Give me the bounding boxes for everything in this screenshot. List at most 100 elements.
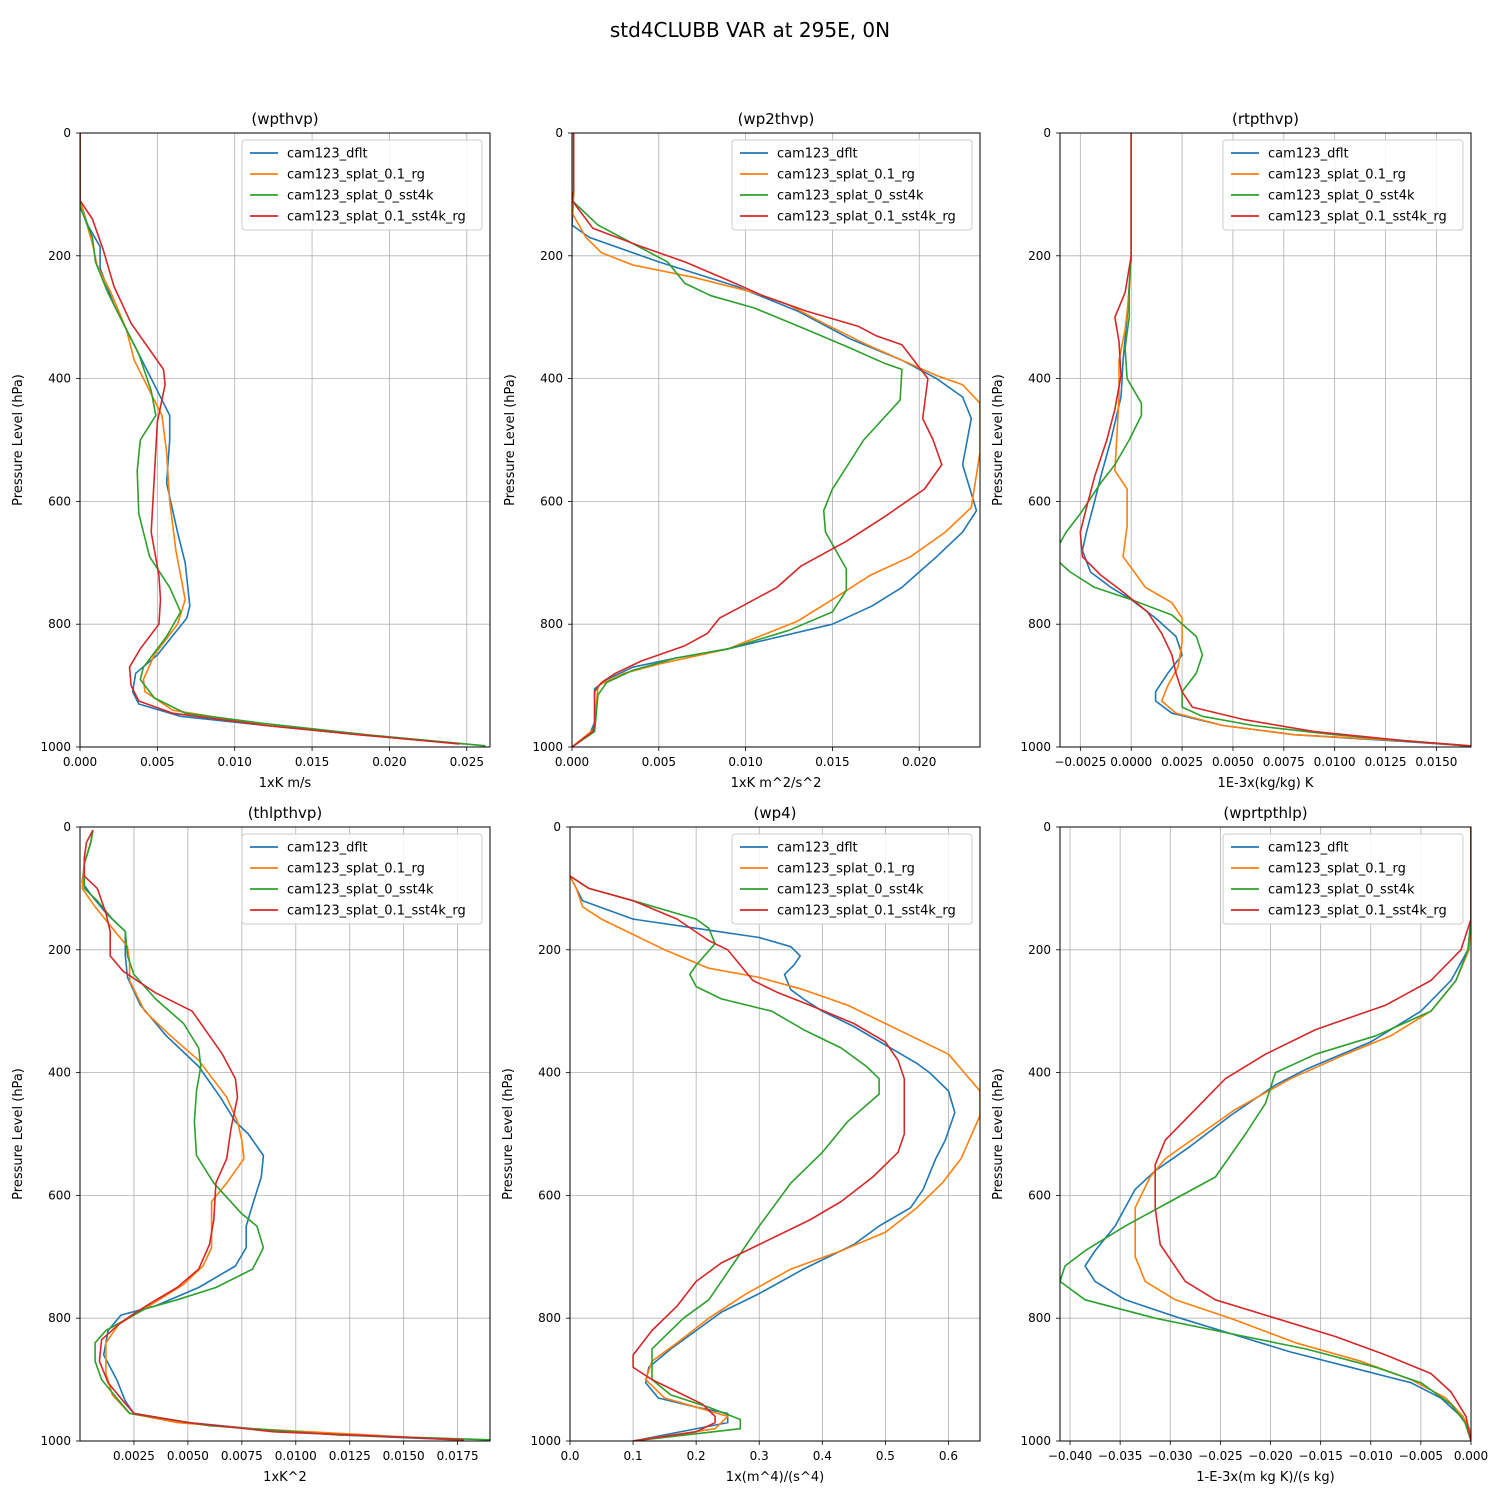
x-tick-label: 0.015 — [815, 755, 849, 769]
legend-label: cam123_dflt — [287, 841, 368, 856]
y-tick-label: 800 — [540, 617, 563, 631]
x-tick-label: −0.030 — [1148, 1449, 1192, 1463]
series-line-2 — [570, 875, 980, 1441]
legend-label: cam123_splat_0.1_rg — [777, 168, 915, 183]
subplot-title: (wp4) — [753, 804, 796, 822]
y-axis-label: Pressure Level (hPa) — [11, 374, 26, 506]
subplot-title: (wpthvp) — [251, 110, 318, 128]
x-tick-label: 0.0175 — [437, 1449, 479, 1463]
legend: cam123_dflt cam123_splat_0.1_rg cam123_spl… — [1222, 139, 1464, 231]
y-tick-label: 800 — [1028, 1311, 1051, 1325]
y-tick-label: 200 — [48, 943, 71, 957]
x-tick-label: −0.025 — [1198, 1449, 1242, 1463]
series-line-2 — [81, 829, 458, 1441]
x-tick-label: 0.0100 — [275, 1449, 317, 1463]
legend-label: cam123_splat_0.1_rg — [1268, 168, 1406, 183]
x-axis-label: 1xK m/s — [259, 776, 312, 791]
y-axis-label: Pressure Level (hPa) — [11, 1068, 26, 1200]
y-tick-label: 0 — [63, 126, 71, 140]
series-line-4 — [570, 875, 906, 1441]
series-line-1 — [572, 133, 978, 747]
x-tick-label: −0.005 — [1399, 1449, 1443, 1463]
x-axis-label: 1xK m^2/s^2 — [731, 776, 822, 791]
x-tick-label: 0.6 — [939, 1449, 958, 1463]
series-lines — [570, 875, 980, 1441]
legend-label: cam123_dflt — [777, 147, 858, 162]
series-line-4 — [80, 133, 460, 745]
x-tick-label: 0.010 — [728, 755, 762, 769]
legend-label: cam123_splat_0_sst4k — [777, 189, 924, 204]
x-tick-label: 0.0125 — [1365, 755, 1407, 769]
subplot-3: −0.0025 0.0000 0.0025 0.0050 0.0075 0.0100 0.0… — [991, 110, 1472, 791]
series-lines — [80, 133, 486, 747]
y-tick-label: 600 — [538, 1188, 561, 1202]
legend-label: cam123_dflt — [1268, 841, 1349, 856]
axes-frame — [1059, 826, 1472, 1442]
axes-frame — [571, 132, 981, 748]
legend-label: cam123_splat_0_sst4k — [777, 883, 924, 898]
legend-box — [1222, 139, 1464, 231]
x-tick-label: 0.2 — [687, 1449, 706, 1463]
series-line-4 — [1079, 133, 1471, 747]
y-tick-label: 200 — [540, 249, 563, 263]
x-tick-label: 0.005 — [642, 755, 676, 769]
series-line-3 — [572, 133, 903, 747]
legend-label: cam123_splat_0.1_rg — [287, 168, 425, 183]
legend: cam123_dflt cam123_splat_0.1_rg cam123_spl… — [241, 833, 483, 925]
series-lines — [81, 829, 490, 1441]
y-tick-label: 0 — [553, 820, 561, 834]
series-line-2 — [80, 133, 464, 745]
series-line-3 — [83, 829, 490, 1441]
legend-label: cam123_splat_0.1_sst4k_rg — [777, 210, 956, 225]
subplot-title: (wp2thvp) — [738, 110, 815, 128]
legend: cam123_dflt cam123_splat_0.1_rg cam123_spl… — [731, 833, 973, 925]
y-tick-label: 1000 — [40, 1434, 71, 1448]
subplot-2: 0.000 0.005 0.010 0.015 0.020 0 200 400 600 800 10… — [503, 110, 981, 791]
y-tick-label: 1000 — [532, 740, 563, 754]
y-tick-label: 400 — [48, 372, 71, 386]
y-axis-label: Pressure Level (hPa) — [503, 374, 518, 506]
subplot-1: 0.000 0.005 0.010 0.015 0.020 0.025 0 200 400 600… — [11, 110, 491, 791]
legend-label: cam123_splat_0.1_sst4k_rg — [1268, 904, 1447, 919]
x-tick-label: 0.1 — [624, 1449, 643, 1463]
legend-box — [241, 833, 483, 925]
y-axis-label: Pressure Level (hPa) — [501, 1068, 516, 1200]
legend-label: cam123_splat_0_sst4k — [1268, 883, 1415, 898]
y-tick-label: 600 — [540, 494, 563, 508]
series-line-4 — [83, 829, 465, 1441]
y-tick-label: 1000 — [40, 740, 71, 754]
x-tick-label: 0.000 — [555, 755, 589, 769]
x-tick-label: −0.015 — [1298, 1449, 1342, 1463]
legend-box — [1222, 833, 1464, 925]
subplot-title: (wprtpthlp) — [1223, 804, 1307, 822]
x-tick-label: 0.0125 — [329, 1449, 371, 1463]
series-lines — [1060, 827, 1471, 1441]
legend-box — [731, 139, 973, 231]
subplots-container: 0.000 0.005 0.010 0.015 0.020 0.0250200400600… — [11, 110, 1488, 1485]
series-line-2 — [572, 133, 980, 747]
legend-label: cam123_splat_0.1_sst4k_rg — [1268, 210, 1447, 225]
legend-box — [731, 833, 973, 925]
legend-label: cam123_splat_0.1_sst4k_rg — [287, 904, 466, 919]
grid — [79, 132, 490, 748]
legend-label: cam123_splat_0.1_sst4k_rg — [287, 210, 466, 225]
y-tick-label: 0 — [1043, 126, 1051, 140]
legend-label: cam123_splat_0.1_rg — [777, 862, 915, 877]
subplot-4: 0.0025 0.0050 0.0075 0.0100 0.0125 0.0150 0.01… — [11, 804, 491, 1485]
x-tick-label: 0.0050 — [1212, 755, 1254, 769]
legend-label: cam123_splat_0.1_sst4k_rg — [777, 904, 956, 919]
x-tick-label: 0.000 — [1454, 1449, 1488, 1463]
y-tick-label: 1000 — [530, 1434, 561, 1448]
axes-frame — [79, 826, 491, 1442]
legend-label: cam123_dflt — [777, 841, 858, 856]
x-tick-label: 0.0150 — [383, 1449, 425, 1463]
legend-label: cam123_splat_0_sst4k — [1268, 189, 1415, 204]
legend-box — [241, 139, 483, 231]
figure-title: std4CLUBB VAR at 295E, 0N — [610, 18, 890, 42]
y-tick-label: 200 — [48, 249, 71, 263]
legend: cam123_dflt cam123_splat_0.1_rg cam123_spl… — [731, 139, 973, 231]
series-line-1 — [1081, 133, 1467, 747]
x-tick-label: 0.025 — [450, 755, 484, 769]
x-tick-label: 0.0100 — [1314, 755, 1356, 769]
